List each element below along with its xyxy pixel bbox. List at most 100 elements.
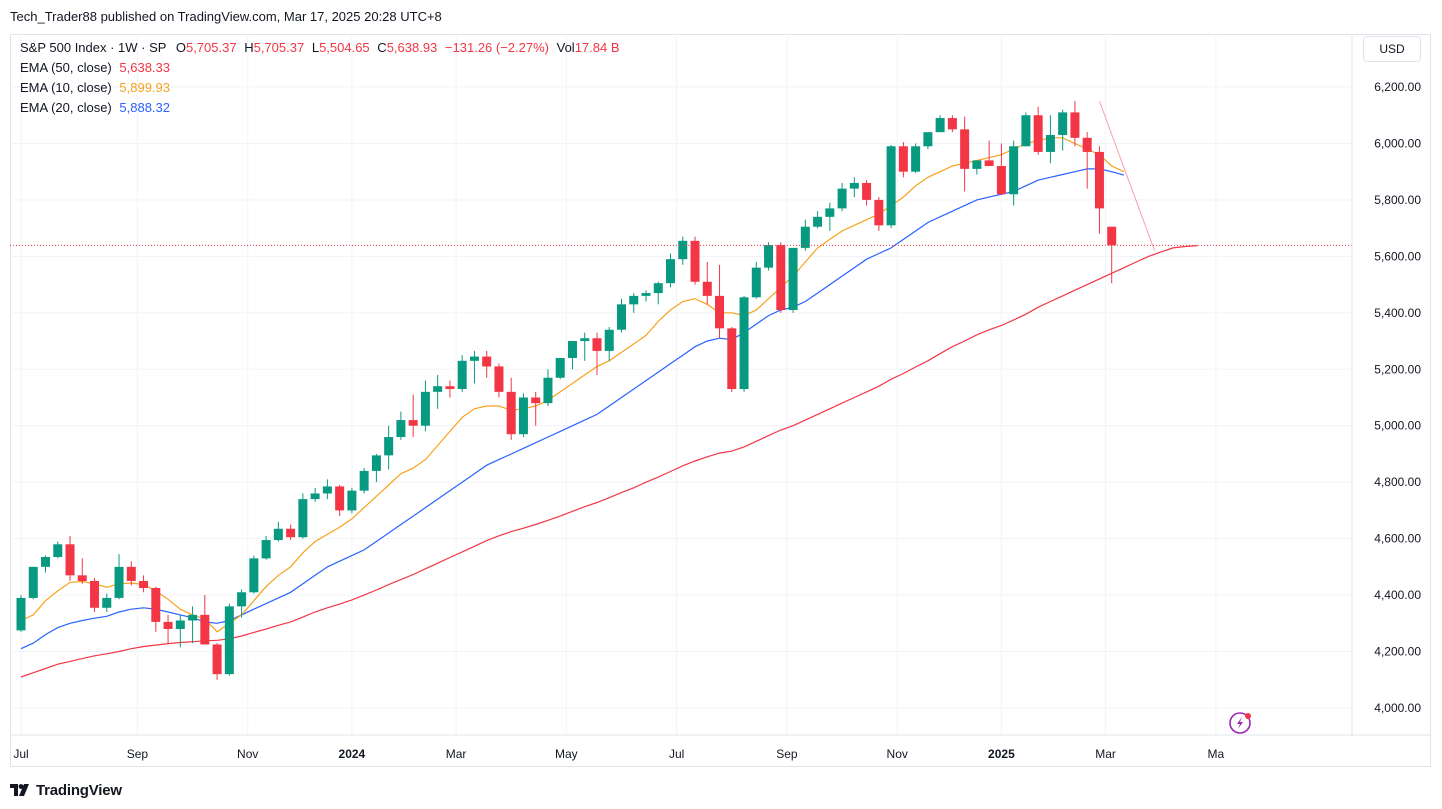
candle-body	[237, 592, 247, 607]
candle-up[interactable]	[837, 182, 847, 212]
candle-up[interactable]	[1058, 109, 1068, 151]
ema20-legend[interactable]: EMA (20, close) 5,888.32	[20, 100, 170, 115]
candle-down[interactable]	[212, 643, 222, 680]
candle-up[interactable]	[41, 555, 51, 573]
candle-down[interactable]	[960, 116, 970, 192]
candle-down[interactable]	[862, 180, 872, 206]
candle-up[interactable]	[16, 595, 26, 632]
candle-down[interactable]	[163, 614, 173, 644]
candle-up[interactable]	[543, 369, 553, 406]
candle-down[interactable]	[776, 242, 786, 313]
candle-down[interactable]	[592, 332, 602, 375]
candle-up[interactable]	[567, 341, 577, 370]
candle-down[interactable]	[874, 197, 884, 231]
candle-body	[482, 356, 492, 367]
candle-up[interactable]	[114, 554, 124, 600]
candle-down[interactable]	[984, 140, 994, 167]
candle-up[interactable]	[237, 589, 247, 618]
candle-up[interactable]	[261, 535, 271, 560]
candle-up[interactable]	[1045, 115, 1055, 164]
flash-icon[interactable]	[1229, 712, 1251, 734]
candle-down[interactable]	[335, 485, 345, 517]
candle-down[interactable]	[1082, 132, 1092, 189]
candle-down[interactable]	[77, 558, 87, 584]
candle-down[interactable]	[1033, 106, 1043, 155]
candle-up[interactable]	[310, 487, 320, 502]
candle-up[interactable]	[298, 493, 308, 539]
candle-up[interactable]	[629, 293, 639, 313]
candle-up[interactable]	[273, 521, 283, 542]
candle-down[interactable]	[126, 561, 136, 586]
candle-up[interactable]	[813, 211, 823, 229]
symbol-title[interactable]: S&P 500 Index · 1W · SP	[20, 40, 167, 55]
candle-down[interactable]	[200, 595, 210, 645]
candle-up[interactable]	[188, 606, 198, 644]
candle-up[interactable]	[469, 350, 479, 384]
candle-up[interactable]	[347, 487, 357, 514]
candle-down[interactable]	[482, 350, 492, 378]
candle-up[interactable]	[555, 357, 565, 380]
candle-up[interactable]	[359, 468, 369, 494]
candle-down[interactable]	[898, 142, 908, 178]
tradingview-footer[interactable]: TradingView	[10, 780, 122, 800]
candle-up[interactable]	[1009, 140, 1019, 206]
candle-down[interactable]	[445, 380, 455, 398]
candle-up[interactable]	[604, 326, 614, 361]
candle-up[interactable]	[433, 374, 443, 409]
candle-down[interactable]	[151, 586, 161, 632]
candle-down[interactable]	[408, 394, 418, 438]
candle-up[interactable]	[800, 219, 810, 251]
candle-up[interactable]	[102, 593, 112, 613]
candle-up[interactable]	[886, 144, 896, 229]
candle-up[interactable]	[923, 132, 933, 150]
candle-down[interactable]	[1070, 101, 1080, 147]
candle-up[interactable]	[825, 202, 835, 231]
candle-up[interactable]	[911, 143, 921, 174]
candle-up[interactable]	[739, 295, 749, 392]
candle-up[interactable]	[751, 262, 761, 299]
candle-up[interactable]	[384, 425, 394, 470]
candle-down[interactable]	[690, 236, 700, 285]
candle-down[interactable]	[996, 143, 1006, 195]
candle-up[interactable]	[764, 242, 774, 271]
candle-down[interactable]	[286, 524, 296, 541]
candle-up[interactable]	[175, 614, 185, 648]
candle-down[interactable]	[715, 264, 725, 339]
candle-up[interactable]	[322, 479, 332, 500]
candle-down[interactable]	[531, 391, 541, 426]
currency-button[interactable]: USD	[1363, 36, 1421, 62]
candle-up[interactable]	[849, 177, 859, 198]
candle-up[interactable]	[616, 298, 626, 333]
candle-down[interactable]	[727, 326, 737, 392]
candle-down[interactable]	[1094, 146, 1104, 234]
candle-up[interactable]	[678, 236, 688, 265]
candle-up[interactable]	[1021, 112, 1031, 147]
candle-down[interactable]	[702, 262, 712, 305]
candle-down[interactable]	[1107, 226, 1117, 284]
candle-up[interactable]	[788, 247, 798, 313]
candle-down[interactable]	[506, 377, 516, 440]
candle-up[interactable]	[653, 281, 663, 305]
candle-up[interactable]	[420, 380, 430, 432]
candle-up[interactable]	[972, 160, 982, 175]
candle-down[interactable]	[494, 363, 504, 398]
candle-up[interactable]	[935, 115, 945, 133]
candle-up[interactable]	[580, 332, 590, 361]
candle-down[interactable]	[65, 535, 75, 581]
candle-down[interactable]	[90, 578, 100, 613]
candle-up[interactable]	[641, 290, 651, 302]
candle-up[interactable]	[457, 355, 467, 392]
candle-up[interactable]	[249, 555, 259, 594]
candle-down[interactable]	[139, 575, 149, 593]
ema10-legend[interactable]: EMA (10, close) 5,899.93	[20, 80, 170, 95]
candle-up[interactable]	[396, 411, 406, 440]
candle-up[interactable]	[371, 453, 381, 483]
candle-up[interactable]	[224, 603, 234, 676]
ema50-legend[interactable]: EMA (50, close) 5,638.33	[20, 60, 170, 75]
candle-down[interactable]	[947, 115, 957, 133]
candle-up[interactable]	[518, 393, 528, 438]
candle-up[interactable]	[53, 541, 63, 559]
candle-up[interactable]	[666, 253, 676, 288]
candle-up[interactable]	[28, 566, 38, 600]
